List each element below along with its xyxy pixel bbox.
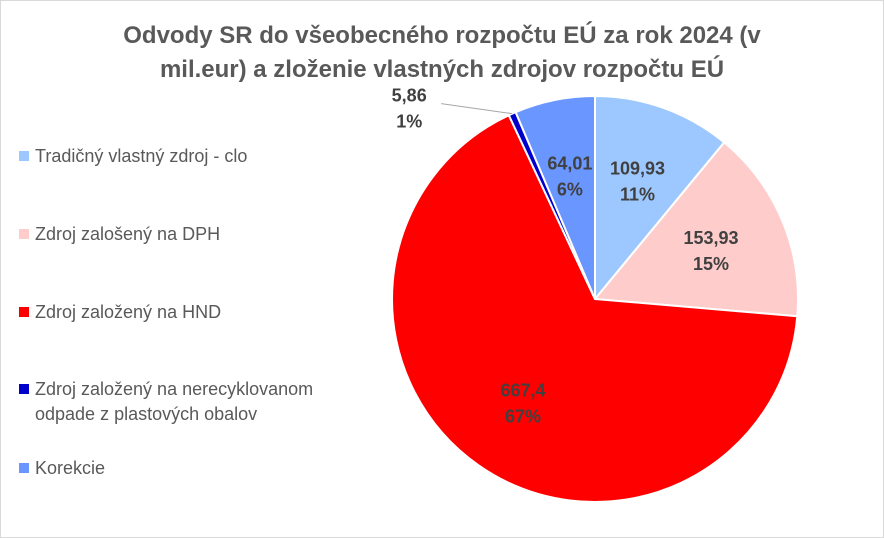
percent-label: 15% (693, 254, 729, 274)
data-label: 5,86 (392, 86, 427, 106)
legend-label: Korekcie (35, 458, 106, 478)
data-label: 153,93 (683, 228, 738, 248)
pie-slice (593, 141, 799, 318)
legend-item: Tradičný vlastný zdroj - clo (19, 144, 359, 169)
legend-item: Zdroj založený na HND (19, 300, 359, 325)
legend-label: Zdroj založený na HND (35, 302, 222, 322)
legend-swatch (19, 151, 29, 161)
legend-item: Zdroj založený na nerecyklovanom odpade … (19, 377, 359, 427)
legend-label: Zdroj zalošený na DPH (35, 224, 221, 244)
legend-swatch (19, 307, 29, 317)
data-label: 109,93 (610, 159, 665, 179)
pie-slice (594, 94, 726, 302)
pie-slice (391, 113, 799, 503)
chart-title: Odvody SR do všeobecného rozpočtu EÚ za … (123, 22, 761, 83)
percent-label: 11% (620, 185, 655, 205)
legend-label: Tradičný vlastný zdroj - clo (35, 146, 248, 166)
data-label: 667,4 (501, 380, 546, 400)
legend-swatch (19, 463, 29, 473)
percent-label: 67% (505, 406, 541, 426)
legend-label: Zdroj založený na nerecyklovanom odpade … (35, 379, 314, 424)
legend-swatch (19, 384, 29, 394)
data-label: 64,01 (547, 154, 592, 174)
leader-line (441, 103, 513, 115)
percent-label: 1% (396, 112, 422, 132)
percent-label: 6% (557, 180, 583, 200)
legend-item: Korekcie (19, 456, 359, 481)
legend-item: Zdroj zalošený na DPH (19, 222, 359, 247)
legend-swatch (19, 229, 29, 239)
pie-slice (514, 94, 596, 300)
